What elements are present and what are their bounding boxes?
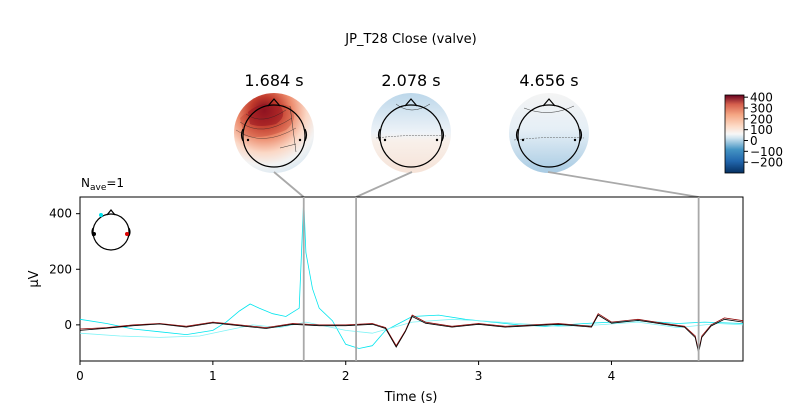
x-tick-label: 0 <box>76 369 84 383</box>
connector-2 <box>355 171 413 198</box>
series-line-3 <box>80 313 743 352</box>
chart-title: JP_T28 Close (valve) <box>344 32 476 47</box>
colorbar-tick-label: 300 <box>750 102 773 116</box>
connector-1 <box>273 171 305 198</box>
colorbar-tick-label: 100 <box>750 123 773 137</box>
x-tick-label: 1 <box>209 369 217 383</box>
series-line-2 <box>80 318 743 338</box>
topomap-3 <box>509 93 589 173</box>
x-tick-label: 2 <box>342 369 350 383</box>
colorbar-tick-label: 400 <box>750 91 773 105</box>
x-axis-label: Time (s) <box>384 390 438 405</box>
plot-area: 0 1 2 3 4 0 200 400 <box>49 196 744 383</box>
topomap-2 <box>371 93 451 173</box>
series-line-4 <box>80 314 743 353</box>
connector-3 <box>547 171 699 198</box>
colorbar-tick-label: −200 <box>750 156 783 170</box>
y-tick-label: 200 <box>49 262 72 276</box>
colorbar-gradient <box>724 94 745 174</box>
topomaps: 1.684 s 2.078 s 4.656 s <box>234 71 589 173</box>
series-line-1 <box>80 199 743 349</box>
topomap-time-label-2: 2.078 s <box>381 71 440 90</box>
x-tick-label: 4 <box>608 369 616 383</box>
y-tick-label: 0 <box>64 318 72 332</box>
topomap-time-label-3: 4.656 s <box>519 71 578 90</box>
topomap-time-label-1: 1.684 s <box>244 71 303 90</box>
x-tick-label: 3 <box>475 369 483 383</box>
topomap-1 <box>234 93 314 173</box>
nave-label: Nave=1 <box>81 176 124 193</box>
sensor-cyan <box>99 213 103 217</box>
sensor-red <box>125 232 129 236</box>
colorbar-tick-label: 0 <box>750 134 758 148</box>
sensor-black <box>92 232 96 236</box>
colorbar-tick-label: −100 <box>750 145 783 159</box>
y-tick-label: 400 <box>49 207 72 221</box>
y-axis-label: µV <box>27 270 42 287</box>
sensor-inset <box>91 209 131 251</box>
topomap-connectors <box>273 171 699 198</box>
colorbar-tick-label: 200 <box>750 112 773 126</box>
